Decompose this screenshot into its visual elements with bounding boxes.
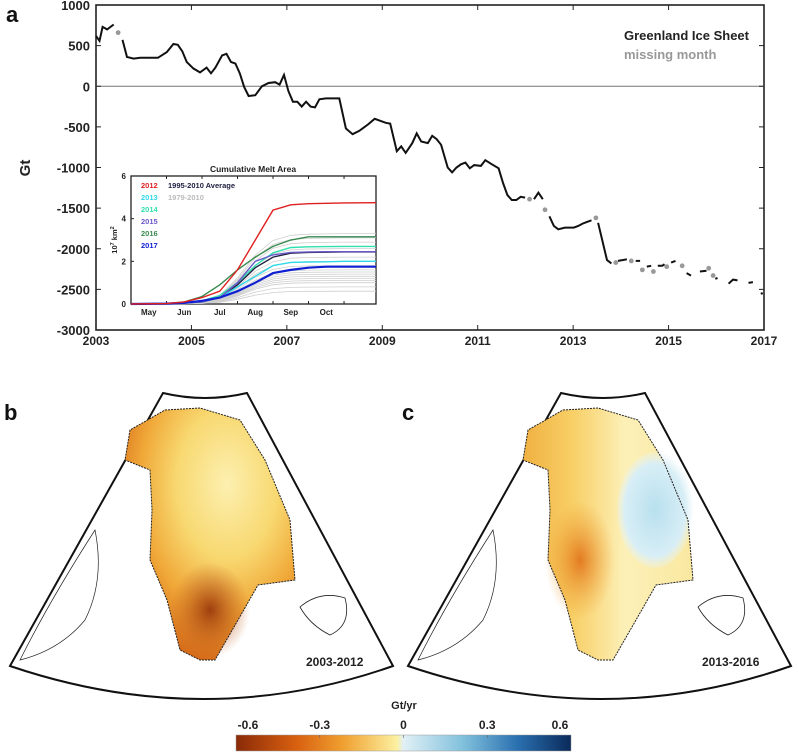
series-point xyxy=(760,292,763,295)
inset-series-2012 xyxy=(130,202,377,305)
colorbar-tick-label: 0 xyxy=(400,718,407,732)
canada-coastline-c xyxy=(417,529,497,661)
y-tick-label: -1000 xyxy=(57,161,90,176)
series-line-segment xyxy=(597,222,612,265)
series-line-segment xyxy=(714,277,718,280)
inset-x-tick-label: Jun xyxy=(177,308,191,317)
panel-a-chart: 2003 2005 2007 2009 2011 2013 2015 2017 1000 500 0… xyxy=(17,0,778,348)
series-line-segment xyxy=(727,278,738,285)
y-tick-label: 1000 xyxy=(61,0,90,13)
y-tick-label: 500 xyxy=(68,39,90,54)
inset-legend-2014: 2014 xyxy=(141,205,159,214)
y-tick-label: -1500 xyxy=(57,201,90,216)
inset-x-tick-label: Sep xyxy=(283,308,298,317)
inset-legend-2015: 2015 xyxy=(141,217,158,226)
map-period-label-c: 2013-2016 xyxy=(702,655,760,669)
missing-month-point xyxy=(613,260,619,265)
panel-label-b: b xyxy=(4,400,17,425)
inset-legend-1979-2010: 1979-2010 xyxy=(168,193,204,202)
inset-x-tick-label: Aug xyxy=(247,308,263,317)
series-line-segment xyxy=(617,258,628,262)
inset-x-tick-label: Oct xyxy=(320,308,334,317)
series-line-segment xyxy=(670,259,676,264)
x-tick-label: 2003 xyxy=(83,334,110,348)
colorbar-label: Gt/yr xyxy=(391,700,417,712)
series-line-segment xyxy=(699,269,707,273)
greenland-coastline-b xyxy=(124,407,296,661)
west-loss-region-c xyxy=(545,500,615,620)
iceland-outline-c xyxy=(697,595,746,636)
map-panel-b: 2003-2012 xyxy=(8,391,395,700)
x-tick-label: 2007 xyxy=(274,334,301,348)
inset-y-tick-label: 4 xyxy=(122,215,127,224)
canada-coastline-b xyxy=(19,529,99,661)
y-tick-label: 0 xyxy=(83,79,90,94)
legend-entry-missing-month: missing month xyxy=(624,47,717,62)
series-line-segment xyxy=(121,39,526,201)
missing-month-point xyxy=(710,273,716,278)
inset-y-tick-label: 0 xyxy=(122,300,127,309)
y-tick-label: -3000 xyxy=(57,323,90,338)
missing-month-point xyxy=(115,30,121,36)
map-period-label-b: 2003-2012 xyxy=(306,655,364,669)
series-line-segment xyxy=(748,281,754,284)
inset-series-2017 xyxy=(130,265,376,306)
legend-entry-greenland: Greenland Ice Sheet xyxy=(624,28,750,43)
inset-legend-2017: 2017 xyxy=(141,241,158,250)
series-line-segment xyxy=(657,263,666,267)
colorbar: Gt/yr -0.6 -0.3 0 0.3 0.6 xyxy=(235,700,572,752)
inset-cumulative-melt-area: Cumulative Melt Area 107 km2 May Jun Jul Au… xyxy=(110,164,377,317)
inset-legend-2013: 2013 xyxy=(141,193,158,202)
x-tick-label: 2009 xyxy=(369,334,396,348)
southwest-max-loss-b xyxy=(170,562,250,658)
x-tick-label: 2005 xyxy=(178,334,205,348)
series-line-segment xyxy=(95,23,115,44)
series-line-segment xyxy=(646,264,652,268)
series-line-segment xyxy=(533,190,544,200)
colorbar-tick-label: 0.6 xyxy=(552,718,569,732)
x-tick-label: 2017 xyxy=(751,334,778,348)
iceland-outline-b xyxy=(299,595,348,636)
inset-x-tick-label: Jul xyxy=(214,308,226,317)
colorbar-tick-label: -0.3 xyxy=(309,718,330,732)
missing-month-point xyxy=(593,215,599,221)
missing-month-point xyxy=(664,264,670,270)
colorbar-tick-label: 0.3 xyxy=(479,718,496,732)
inset-legend-average: 1995-2010 Average xyxy=(168,181,235,190)
greenland-coastline-c xyxy=(522,407,694,661)
east-gain-region-c xyxy=(617,452,693,568)
panel-label-c: c xyxy=(402,400,414,425)
missing-month-point xyxy=(651,269,656,274)
missing-month-point xyxy=(679,263,685,269)
missing-month-point xyxy=(706,265,712,271)
missing-month-point xyxy=(542,207,548,213)
inset-y-tick-label: 2 xyxy=(122,257,127,266)
y-axis-label: Gt xyxy=(17,160,34,177)
greenland-mass-change-b xyxy=(125,408,295,660)
inset-legend-2016: 2016 xyxy=(141,229,158,238)
colorbar-tick-label: -0.6 xyxy=(238,718,259,732)
map-panel-c: 2013-2016 xyxy=(406,391,793,700)
series-line-segment xyxy=(548,215,592,231)
missing-month-point xyxy=(628,258,634,264)
inset-title: Cumulative Melt Area xyxy=(210,164,296,174)
missing-month-point xyxy=(527,196,532,202)
panel-label-a: a xyxy=(6,2,19,27)
missing-month-point xyxy=(639,267,645,273)
x-tick-label: 2011 xyxy=(465,334,491,348)
inset-y-tick-label: 6 xyxy=(122,172,127,181)
y-tick-label: -2000 xyxy=(57,242,90,257)
series-line-segment xyxy=(686,272,692,277)
inset-legend-2012: 2012 xyxy=(141,181,158,190)
inset-y-label: 107 km2 xyxy=(110,226,119,253)
inset-x-tick-label: May xyxy=(141,308,157,317)
y-tick-label: -500 xyxy=(64,120,90,135)
y-tick-label: -2500 xyxy=(57,282,90,297)
x-tick-label: 2015 xyxy=(655,334,682,348)
x-tick-label: 2013 xyxy=(560,334,587,348)
